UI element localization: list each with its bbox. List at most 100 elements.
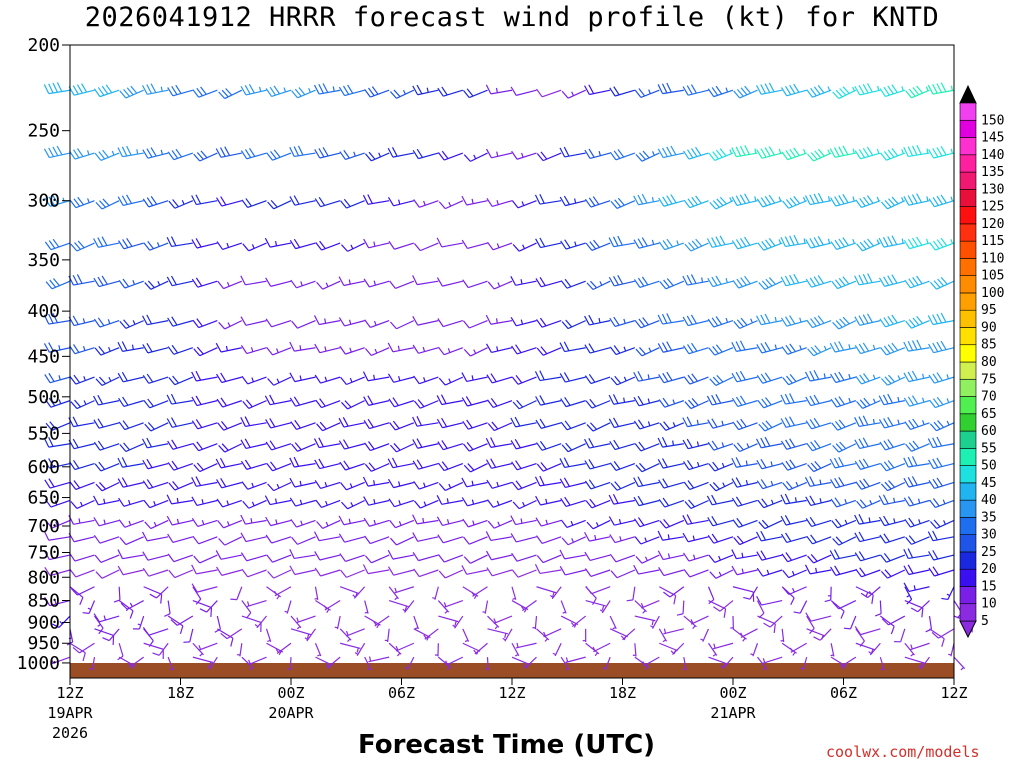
wind-barb — [412, 84, 439, 96]
wind-barb — [585, 599, 606, 611]
wind-barb — [830, 497, 857, 508]
wind-barb — [443, 599, 464, 608]
wind-barb — [880, 480, 906, 492]
wind-barb — [758, 277, 783, 290]
wind-barb — [216, 196, 242, 207]
surface-terrain — [70, 663, 954, 678]
colorbar-segment — [959, 482, 977, 501]
wind-barb — [560, 656, 570, 671]
wind-barb — [708, 642, 718, 657]
wind-barb — [855, 478, 881, 490]
colorbar-segment — [959, 430, 977, 449]
wind-barb — [68, 344, 95, 355]
wind-barb — [561, 536, 586, 546]
wind-barb — [700, 628, 710, 642]
wind-barb — [167, 84, 194, 97]
wind-barb — [437, 554, 464, 563]
wind-barb — [659, 518, 685, 529]
wind-barb — [44, 238, 71, 251]
wind-barb — [608, 394, 635, 405]
wind-barb — [68, 274, 95, 286]
colorbar-label: 70 — [981, 390, 997, 405]
wind-barb — [314, 551, 341, 561]
wind-barb — [142, 551, 169, 561]
wind-barb — [782, 480, 807, 491]
credit-link[interactable]: coolwx.com/models — [826, 743, 980, 761]
wind-barb — [485, 148, 513, 159]
x-tick-label: 12Z — [498, 684, 525, 702]
colorbar-segment — [959, 344, 977, 363]
wind-barb — [266, 149, 292, 161]
wind-barb — [683, 569, 709, 578]
wind-barb — [218, 88, 243, 100]
wind-barb — [584, 437, 611, 449]
wind-barb — [805, 516, 832, 528]
wind-barb — [68, 552, 95, 562]
wind-barb — [658, 628, 668, 643]
wind-barb — [632, 643, 637, 657]
y-tick-label: 850 — [27, 591, 60, 612]
wind-barb — [166, 494, 193, 505]
wind-barb — [94, 461, 120, 472]
colorbar-label: 135 — [981, 165, 1004, 180]
wind-barb — [868, 642, 881, 656]
wind-barb — [855, 628, 865, 647]
wind-barb — [341, 499, 365, 510]
wind-barb — [461, 195, 488, 206]
wind-barb — [240, 532, 267, 543]
wind-barb — [584, 459, 611, 470]
wind-barb — [854, 273, 881, 286]
wind-barb — [658, 397, 685, 408]
wind-barb — [193, 346, 218, 357]
wind-barb — [707, 533, 734, 544]
wind-barb — [599, 600, 611, 614]
wind-barb — [750, 643, 759, 657]
wind-barb — [436, 237, 463, 248]
wind-barb — [657, 82, 684, 95]
wind-barb — [339, 553, 365, 563]
wind-barb — [316, 519, 341, 529]
wind-barb — [364, 535, 390, 545]
colorbar-label: 15 — [981, 579, 997, 594]
wind-barb — [806, 85, 832, 98]
wind-barb — [904, 642, 915, 657]
wind-barb — [740, 628, 758, 639]
wind-barb — [193, 554, 218, 564]
wind-barb — [334, 615, 341, 630]
wind-barb — [142, 147, 169, 159]
wind-barb — [325, 656, 341, 669]
wind-barb — [388, 397, 415, 408]
wind-barb — [462, 628, 470, 643]
wind-barb — [634, 615, 656, 626]
wind-barb — [93, 394, 120, 406]
wind-barb — [338, 276, 365, 287]
wind-barb — [830, 237, 857, 251]
wind-barb — [903, 564, 930, 576]
wind-barb — [117, 145, 144, 158]
wind-barb — [832, 600, 857, 610]
wind-barb — [559, 372, 586, 383]
wind-barb — [560, 519, 586, 529]
wind-barb — [535, 517, 562, 527]
colorbar-segment — [959, 119, 977, 138]
wind-barb — [94, 345, 120, 356]
wind-barb — [839, 656, 857, 668]
wind-barb — [117, 194, 144, 206]
wind-barb — [438, 481, 464, 491]
wind-barb — [412, 344, 439, 354]
wind-barb — [757, 238, 783, 251]
wind-barb — [856, 397, 881, 409]
wind-barb — [436, 516, 463, 526]
wind-barb — [340, 569, 365, 578]
wind-barb — [119, 319, 144, 329]
wind-barb — [534, 475, 562, 487]
wind-barb — [167, 533, 194, 543]
wind-barb — [707, 316, 734, 328]
wind-barb — [166, 236, 193, 248]
wind-barb — [904, 275, 930, 289]
wind-barb — [584, 373, 611, 385]
wind-barb — [683, 373, 709, 385]
wind-barb — [731, 340, 758, 352]
colorbar-segment — [959, 448, 977, 466]
wind-barb — [462, 536, 488, 545]
